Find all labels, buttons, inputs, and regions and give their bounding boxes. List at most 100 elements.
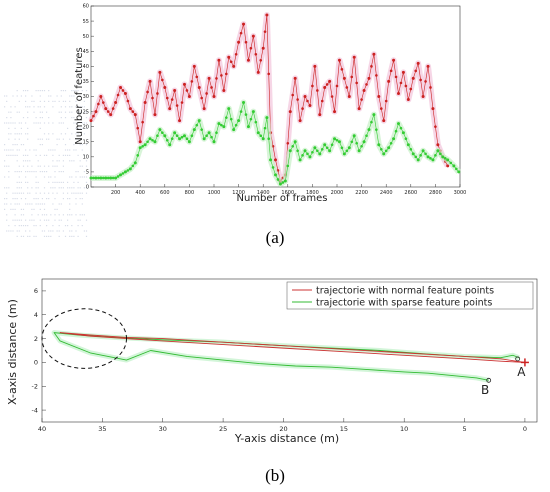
halftone-dot xyxy=(12,154,14,156)
halftone-dot xyxy=(46,219,48,221)
data-point xyxy=(232,128,236,132)
halftone-dot xyxy=(20,171,22,173)
halftone-dot xyxy=(62,171,64,173)
x-tick-label: 1800 xyxy=(306,190,319,196)
halftone-dot xyxy=(33,149,35,151)
halftone-dot xyxy=(39,122,41,124)
y-tick-label: 15 xyxy=(83,139,89,145)
halftone-dot xyxy=(83,230,85,232)
data-point xyxy=(389,141,393,145)
halftone-dot xyxy=(43,235,46,237)
halftone-dot xyxy=(85,230,88,232)
halftone-dot xyxy=(75,149,77,151)
halftone-dot xyxy=(48,192,50,194)
halftone-dot xyxy=(43,187,46,189)
data-point xyxy=(114,101,118,105)
halftone-dot xyxy=(16,111,18,113)
data-point xyxy=(370,120,373,124)
halftone-dot xyxy=(69,187,71,189)
halftone-dot xyxy=(79,165,81,167)
halftone-dot xyxy=(27,192,29,194)
halftone-dot xyxy=(81,198,83,200)
x-tick-label: 0 xyxy=(523,425,527,433)
halftone-dot xyxy=(29,106,31,108)
halftone-dot xyxy=(16,230,18,232)
halftone-dot xyxy=(6,100,8,102)
halftone-dot xyxy=(27,117,29,119)
data-point xyxy=(436,149,440,153)
halftone-dot xyxy=(83,106,85,108)
halftone-dot xyxy=(83,176,85,178)
halftone-dot xyxy=(75,198,77,200)
data-point xyxy=(242,22,246,26)
halftone-dot xyxy=(81,192,83,194)
halftone-dot xyxy=(27,154,29,156)
halftone-dot xyxy=(56,181,58,183)
halftone-dot xyxy=(64,235,67,237)
halftone-dot xyxy=(58,230,60,232)
data-point xyxy=(192,64,196,68)
data-point xyxy=(234,123,238,127)
data-point xyxy=(237,119,241,123)
halftone-dot xyxy=(41,111,43,113)
halftone-dot xyxy=(69,160,71,162)
data-point xyxy=(200,96,203,100)
halftone-dot xyxy=(39,127,41,129)
halftone-dot xyxy=(39,203,41,205)
halftone-dot xyxy=(4,198,6,200)
chart-a-x-label: Number of frames xyxy=(236,193,327,204)
chart-b-series xyxy=(51,330,525,383)
data-point xyxy=(259,134,263,138)
x-tick-label: 10 xyxy=(400,425,408,433)
data-point xyxy=(345,149,349,153)
data-point xyxy=(170,98,174,101)
halftone-dot xyxy=(27,187,29,189)
halftone-dot xyxy=(85,127,88,129)
halftone-dot xyxy=(58,154,60,156)
data-point xyxy=(263,126,267,130)
halftone-dot xyxy=(14,198,16,200)
legend-label-normal: trajectorie with normal feature points xyxy=(316,286,494,297)
halftone-dot xyxy=(60,133,62,135)
halftone-dot xyxy=(43,90,46,92)
halftone-dot xyxy=(43,176,46,178)
halftone-dot xyxy=(33,219,35,221)
data-point xyxy=(207,131,211,135)
halftone-dot xyxy=(69,203,71,205)
halftone-dot xyxy=(27,225,29,227)
data-point xyxy=(384,149,388,153)
data-point xyxy=(97,102,100,106)
halftone-dot xyxy=(81,149,83,151)
halftone-dot xyxy=(37,214,39,216)
data-point xyxy=(296,98,299,101)
data-point xyxy=(175,104,179,107)
halftone-dot xyxy=(60,111,62,113)
x-tick-label: 1000 xyxy=(208,190,221,196)
halftone-dot xyxy=(43,122,46,124)
data-point xyxy=(308,155,312,159)
x-tick-label: 1400 xyxy=(257,190,270,196)
data-point xyxy=(379,107,383,110)
halftone-dot xyxy=(64,154,67,156)
halftone-dot xyxy=(31,100,33,102)
halftone-dot xyxy=(54,100,56,102)
halftone-dot xyxy=(27,171,29,173)
halftone-dot xyxy=(67,214,69,216)
data-point xyxy=(335,138,339,142)
data-point xyxy=(328,79,332,83)
data-point xyxy=(263,30,267,33)
data-point xyxy=(352,55,356,59)
halftone-dot xyxy=(48,95,50,97)
halftone-dot xyxy=(54,214,56,216)
halftone-dot xyxy=(69,208,71,210)
data-point xyxy=(220,123,223,127)
data-point xyxy=(225,116,228,119)
y-tick-label: -2 xyxy=(32,383,38,391)
data-point xyxy=(323,143,327,147)
halftone-dot xyxy=(79,160,81,162)
x-tick-label: 200 xyxy=(111,190,121,196)
halftone-dot xyxy=(48,230,50,232)
halftone-dot xyxy=(52,149,54,151)
data-point xyxy=(392,58,396,62)
